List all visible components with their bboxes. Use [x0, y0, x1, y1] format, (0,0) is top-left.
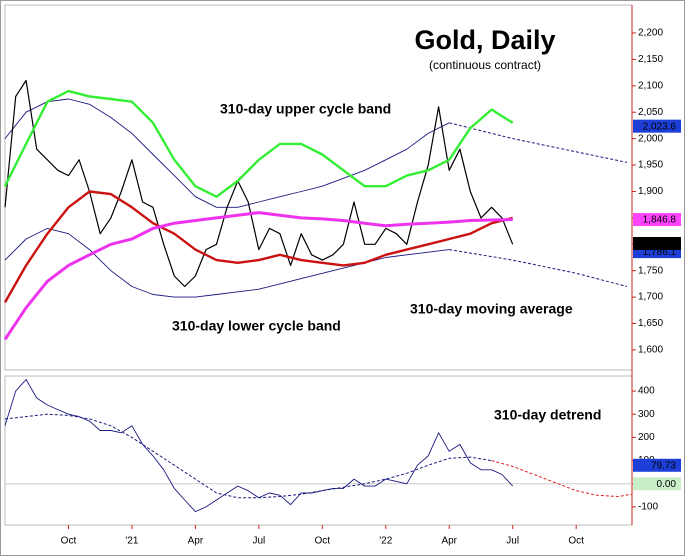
y-tick-label: 2,100 [638, 80, 663, 91]
x-tick-label: Oct [568, 536, 584, 547]
x-tick-label: Jul [506, 536, 519, 547]
price-label-box [633, 458, 681, 472]
y-tick-label: 300 [638, 409, 655, 420]
price-label: 79.73 [651, 460, 676, 471]
price-label: 1,801.5 [643, 239, 677, 250]
chart-subtitle: (continuous contract) [429, 58, 541, 72]
y-tick-label: -100 [638, 502, 658, 513]
x-tick-label: Apr [441, 536, 457, 547]
series-line [4, 413, 492, 499]
price-label: 0.00 [657, 479, 677, 490]
x-tick-label: Oct [61, 536, 77, 547]
price-label: 1,786.1 [643, 247, 677, 258]
y-tick-label: 1,650 [638, 318, 663, 329]
annotation: 310-day moving average [410, 301, 573, 317]
series-line [3, 211, 513, 341]
panel: -1000100200300400Oct'21AprJulOct'22AprJu… [4, 379, 681, 547]
series-line [3, 190, 513, 303]
chart-title: Gold, Daily [414, 25, 555, 55]
annotation: 310-day detrend [494, 407, 601, 423]
x-tick-label: '22 [379, 536, 392, 547]
series-line [3, 89, 514, 198]
x-tick-label: Oct [315, 536, 331, 547]
price-label: 2,023.6 [643, 121, 677, 132]
y-tick-label: 1,900 [638, 186, 663, 197]
y-tick-label: 1,950 [638, 160, 663, 171]
y-tick-label: 2,000 [638, 133, 663, 144]
y-tick-label: 1,600 [638, 345, 663, 356]
price-label: 1,846.8 [643, 215, 677, 226]
x-tick-label: Jul [252, 536, 265, 547]
price-label-box [633, 213, 681, 227]
series-line [4, 379, 514, 513]
annotation: 310-day lower cycle band [172, 318, 341, 334]
series-line [449, 122, 628, 163]
y-tick-label: 1,700 [638, 292, 663, 303]
y-tick-label: 400 [638, 386, 655, 397]
x-tick-label: '21 [125, 536, 138, 547]
y-tick-label: 2,200 [638, 28, 663, 39]
price-label-box [633, 477, 681, 491]
series-line [491, 460, 633, 497]
x-tick-label: Apr [188, 536, 204, 547]
annotation: 310-day upper cycle band [220, 101, 391, 117]
y-tick-label: 200 [638, 432, 655, 443]
y-tick-label: 1,750 [638, 265, 663, 276]
price-label-box [633, 119, 681, 133]
price-label-box [633, 236, 681, 250]
y-tick-label: 2,150 [638, 54, 663, 65]
series-line [449, 249, 628, 287]
y-tick-label: 2,050 [638, 107, 663, 118]
series-line [4, 227, 450, 298]
panel: 1,6001,6501,7001,7501,8001,8501,9001,950… [3, 28, 681, 356]
